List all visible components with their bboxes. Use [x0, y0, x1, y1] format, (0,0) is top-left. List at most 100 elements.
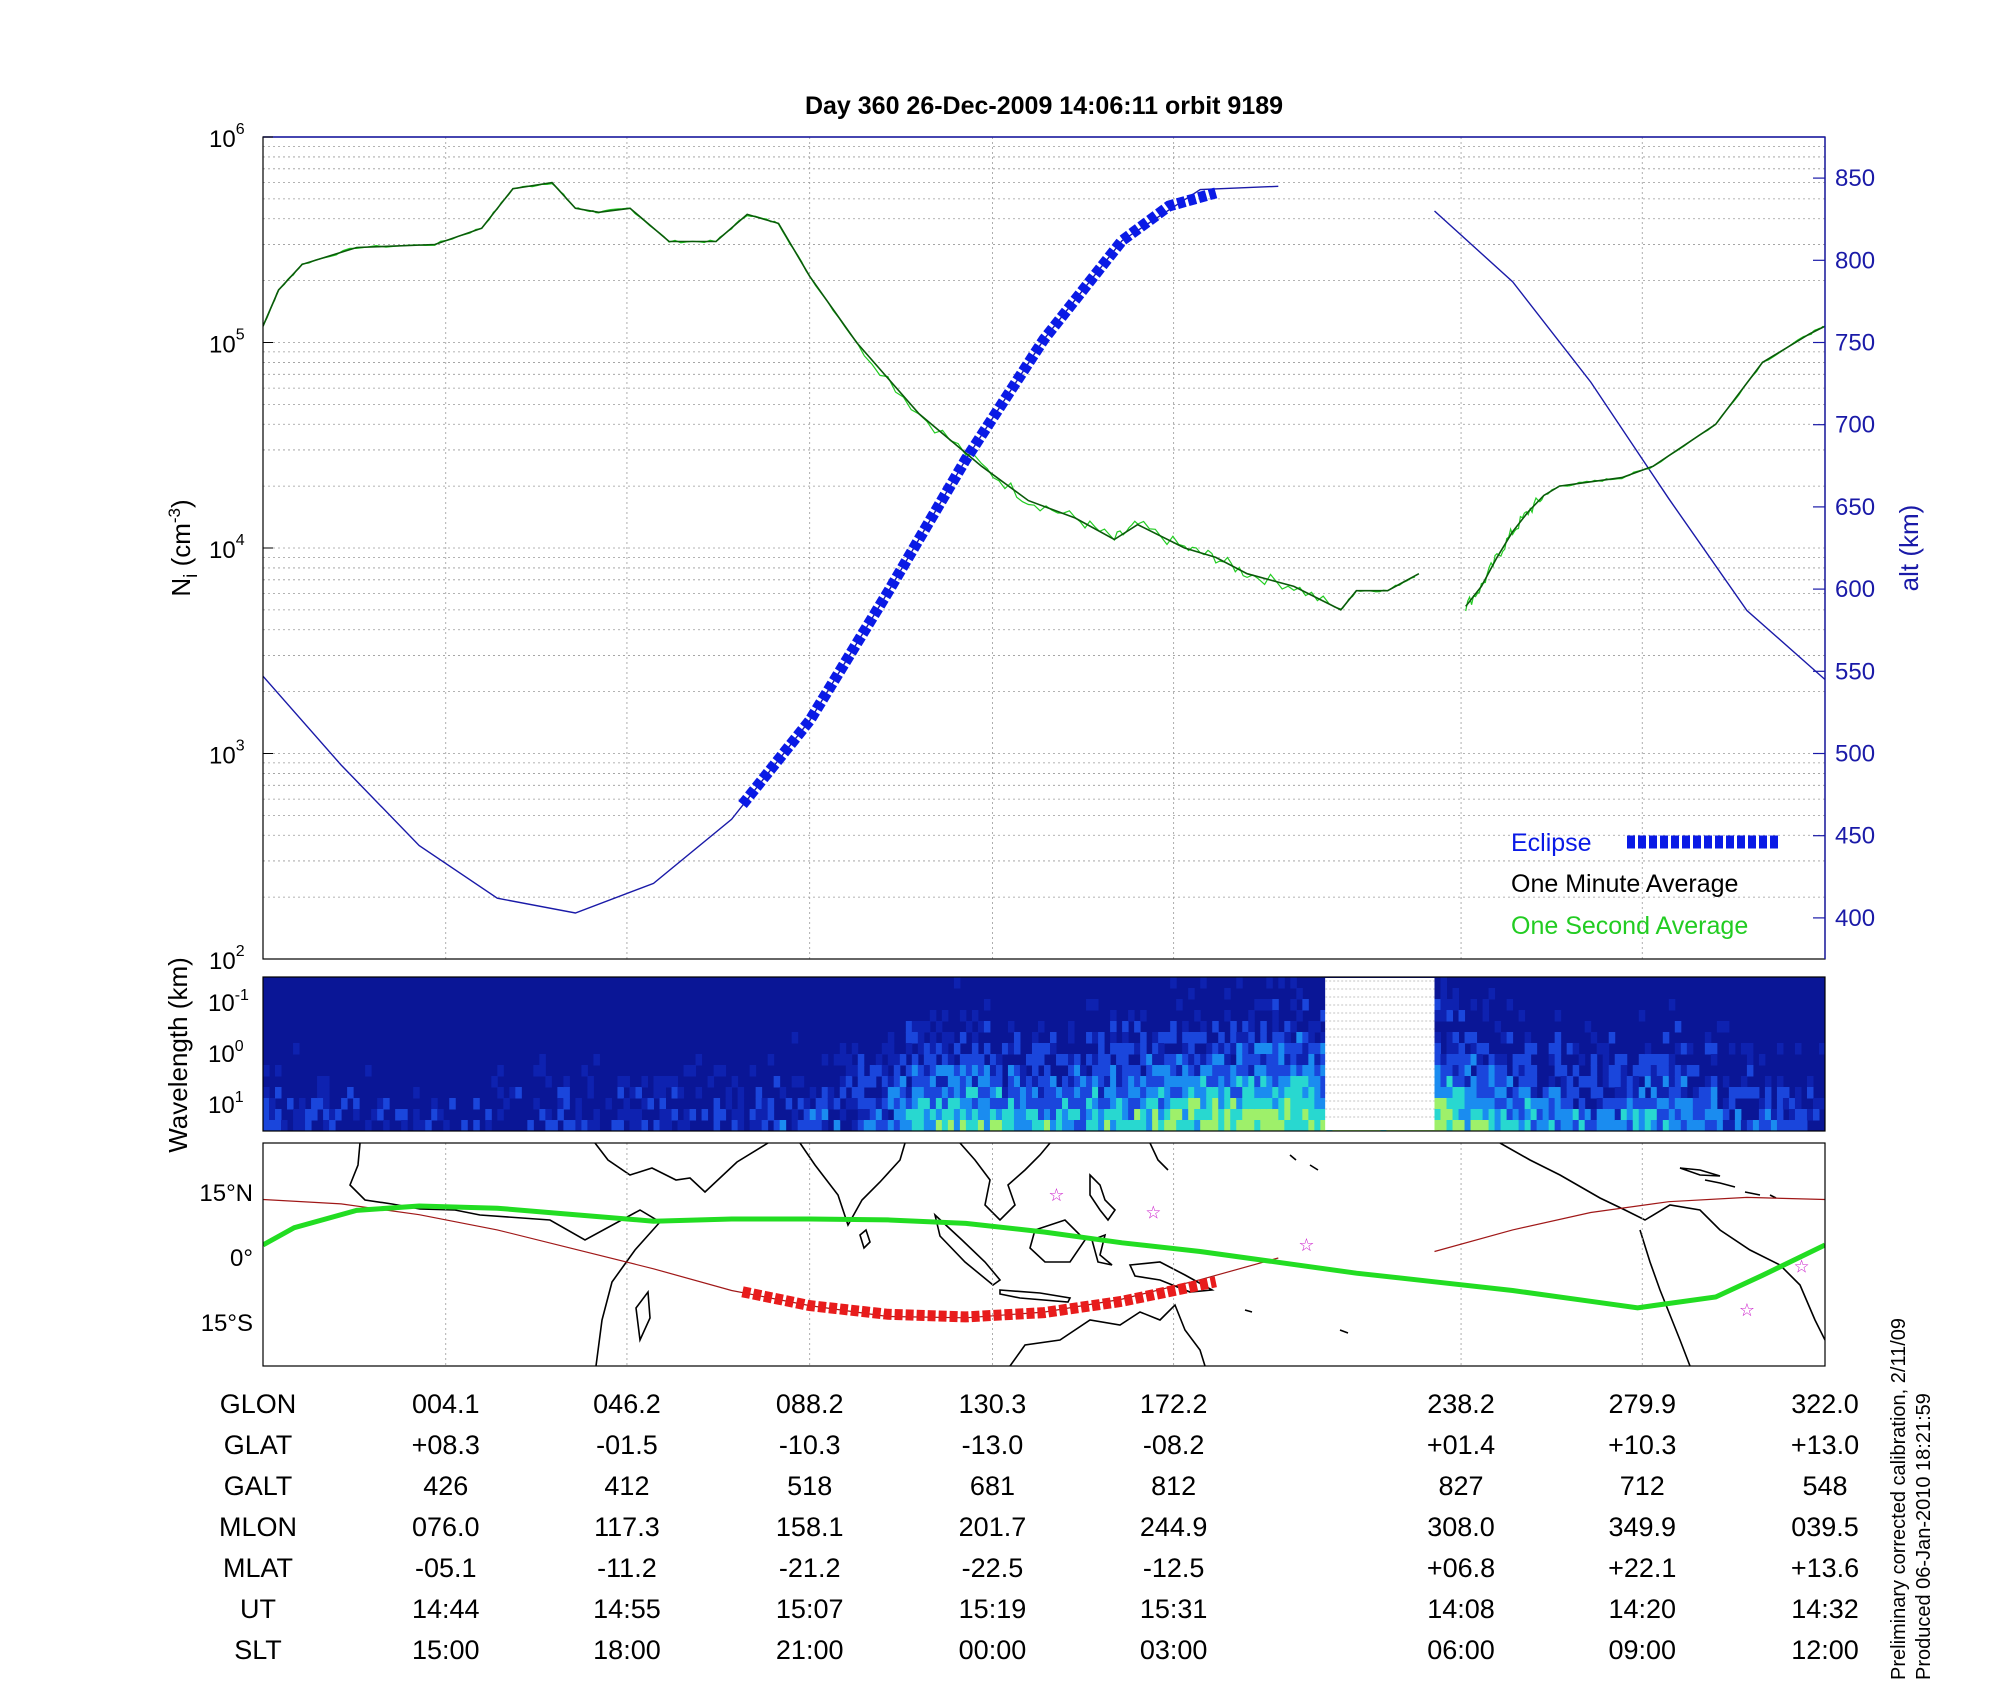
spectrogram-cell: [1170, 1087, 1177, 1099]
spectrogram-cell: [1290, 1065, 1297, 1077]
spectrogram-cell: [977, 1054, 985, 1066]
spectrogram-cell: [1242, 1054, 1249, 1066]
spectrogram-cell: [1674, 1076, 1682, 1088]
spectrogram-cell: [1242, 1043, 1249, 1055]
spectrogram-cell: [911, 1032, 919, 1044]
ni-one-minute-line: [263, 181, 1825, 611]
spectrogram-cell: [1464, 1109, 1472, 1121]
spectrogram-cell: [1794, 1087, 1802, 1099]
spectrogram-cell: [1578, 1120, 1586, 1131]
spectrogram-cell: [1674, 1021, 1682, 1033]
spectrogram-cell: [995, 1087, 1003, 1099]
coast-new-guinea: [1128, 1261, 1215, 1293]
spectrogram-cell: [965, 1109, 973, 1121]
spectrogram-cell: [329, 1120, 336, 1131]
top-series: [263, 181, 1825, 914]
spectrogram-cell: [1188, 1076, 1195, 1088]
spectrogram-cell: [425, 1120, 432, 1131]
spectrogram-cell: [983, 1021, 991, 1033]
table-cell: 12:00: [1791, 1635, 1859, 1665]
spectrogram-cell: [1302, 1076, 1309, 1088]
spectrogram-cell: [1470, 1098, 1478, 1110]
table-cell: 00:00: [959, 1635, 1027, 1665]
coast-sumatra: [933, 1212, 1002, 1287]
spectrogram-cell: [995, 1076, 1003, 1088]
spectrogram-cell: [1812, 1098, 1820, 1110]
spectrogram-cell: [1104, 1065, 1111, 1077]
spectrogram-cell: [383, 1098, 390, 1110]
spectrogram-cell: [1212, 1109, 1219, 1121]
spectrogram-cell: [1446, 1098, 1454, 1110]
spectrogram-cell: [1686, 1120, 1694, 1131]
spectrogram-cell: [1284, 1065, 1291, 1077]
spectrogram-cell: [1434, 1010, 1442, 1022]
spectrogram-cell: [461, 1120, 468, 1131]
spectrogram-cell: [263, 1120, 270, 1131]
spectrogram-cell: [1278, 1043, 1285, 1055]
spectrogram-cell: [1608, 1032, 1616, 1044]
spectrogram-cell: [1086, 1054, 1093, 1066]
spectrogram-cell: [1770, 1109, 1778, 1121]
spectrogram-cell: [1728, 1120, 1736, 1131]
spectrogram-cell: [1290, 999, 1297, 1011]
spectrogram-cell: [1620, 1087, 1628, 1099]
spectrogram-cell: [905, 1098, 913, 1110]
spectrogram-cell: [1074, 1109, 1081, 1121]
spectrogram-cell: [377, 1109, 384, 1121]
spectrogram-cell: [1506, 1098, 1514, 1110]
spectrogram-cell: [731, 1120, 739, 1131]
spectrogram-cell: [539, 1054, 546, 1066]
spectrogram-cell: [1704, 1120, 1712, 1131]
spectrogram-cell: [1692, 1120, 1700, 1131]
spectrogram-cell: [1464, 1087, 1472, 1099]
spectrogram-data-gap: [1325, 978, 1435, 1130]
spectrogram-cell: [1116, 1065, 1123, 1077]
spectrogram-cell: [1044, 1120, 1051, 1131]
table-cell: 004.1: [412, 1389, 480, 1419]
spectrogram-cell: [1176, 1109, 1183, 1121]
spectrogram-cell: [1476, 1043, 1484, 1055]
spectrogram-cell: [1488, 1054, 1496, 1066]
map-lat-ticks: 15°N 0° 15°S: [199, 1180, 253, 1337]
spectrogram-cell: [1001, 1043, 1009, 1055]
spectrogram-cell: [1614, 1065, 1622, 1077]
spectrogram-cell: [1266, 1054, 1273, 1066]
spectrogram-cell: [953, 1065, 961, 1077]
spectrogram-cell: [1037, 1021, 1045, 1033]
spectrogram-cell: [947, 1032, 955, 1044]
spectrogram-cell: [1248, 1010, 1255, 1022]
spectrogram-cell: [1764, 1087, 1772, 1099]
spectrogram-cell: [959, 1054, 967, 1066]
spectrogram-cell: [857, 1120, 865, 1131]
spectrogram-cell: [1164, 1076, 1171, 1088]
spectrogram-cell: [1704, 1043, 1712, 1055]
spectrogram-cell: [809, 1109, 817, 1121]
spectrogram-cell: [761, 1109, 769, 1121]
spectrogram-cell: [1260, 1076, 1267, 1088]
spectrogram-cell: [929, 1065, 937, 1077]
spectrogram-cell: [1272, 1010, 1279, 1022]
spectrogram-cell: [929, 1054, 937, 1066]
spectrogram-cell: [611, 1120, 618, 1131]
spectrogram-cell: [1728, 1087, 1736, 1099]
spectrogram-cell: [935, 1098, 943, 1110]
spectrogram-cell: [1074, 1054, 1081, 1066]
spectrogram-cell: [1098, 1120, 1105, 1131]
spectrogram-cell: [1560, 1120, 1568, 1131]
spectrogram-cell: [1254, 1043, 1261, 1055]
spectrogram-cell: [1440, 977, 1448, 989]
spectrogram-cell: [593, 1109, 600, 1121]
spectrogram-cell: [845, 1076, 853, 1088]
spectrogram-cell: [1530, 1065, 1538, 1077]
table-cell: 681: [970, 1471, 1015, 1501]
spectrogram-cell: [1620, 1065, 1628, 1077]
spectrogram-cell: [1200, 1065, 1207, 1077]
spectrogram-cell: [1230, 1087, 1237, 1099]
spectrogram-cell: [851, 1098, 859, 1110]
spectrogram-cell: [1080, 1109, 1087, 1121]
spectrogram-cell: [1716, 1109, 1724, 1121]
spectrogram-cell: [1068, 1109, 1075, 1121]
left-tick-label: 103: [209, 738, 245, 770]
spectrogram-cell: [1140, 1010, 1147, 1022]
spectrogram-cell: [587, 1076, 594, 1088]
